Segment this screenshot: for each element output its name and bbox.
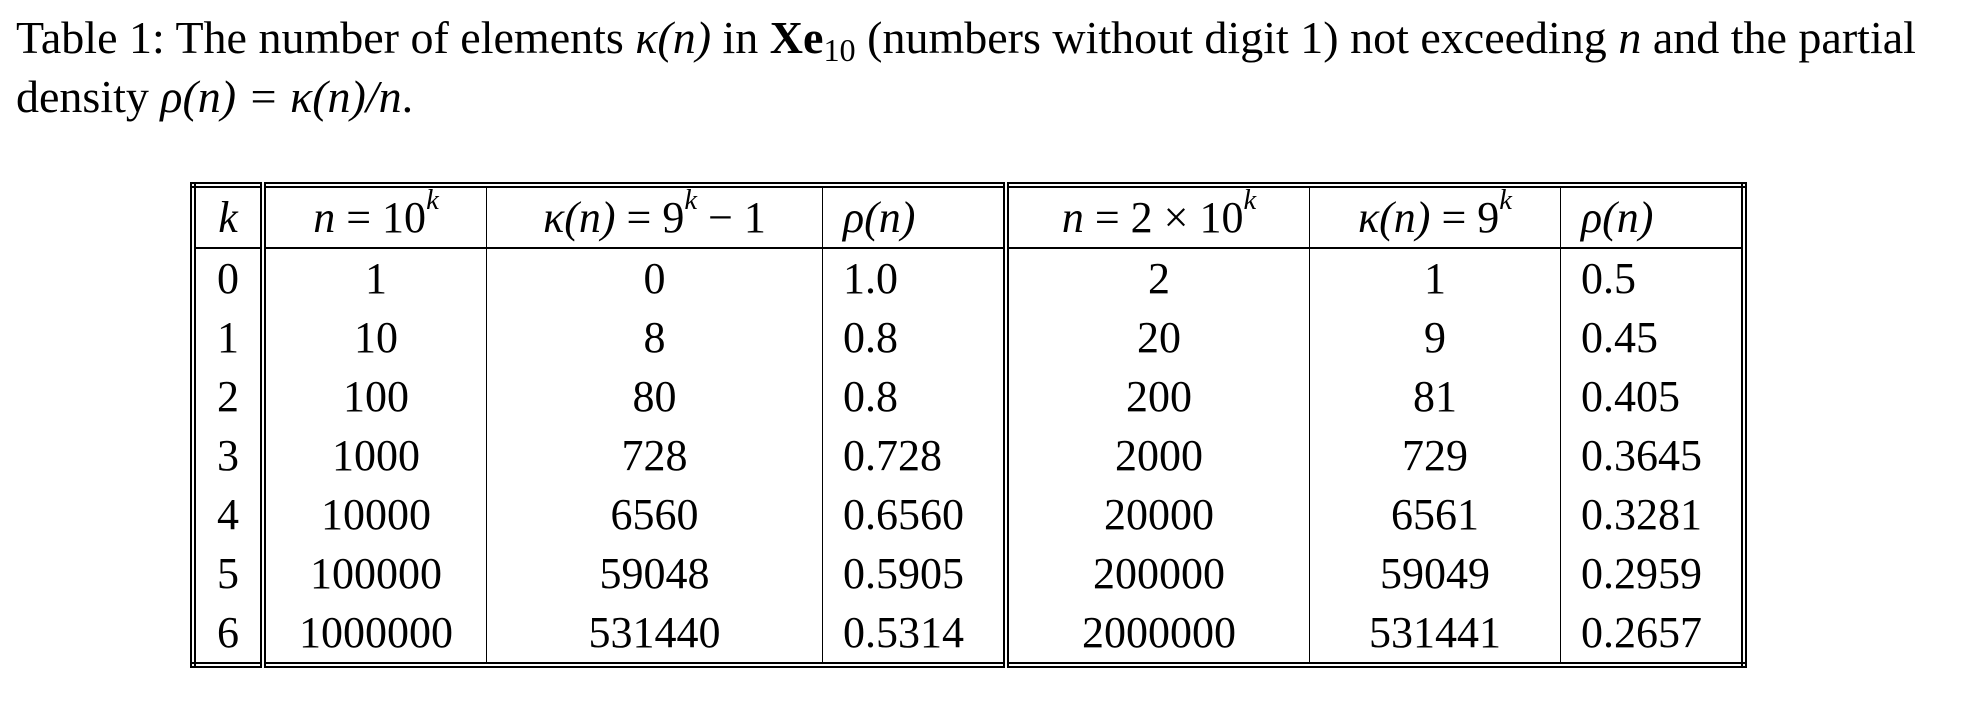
- table-cell: 0.45: [1560, 308, 1745, 367]
- header-cell: κ(n) = 9k − 1: [486, 185, 823, 249]
- table-cell: 20000: [1005, 485, 1310, 544]
- table-cell: 4: [192, 485, 266, 544]
- text-segment: k: [1243, 185, 1257, 217]
- table-cell: 0.5314: [822, 603, 1009, 665]
- table-cell: 100000: [262, 544, 487, 603]
- text-segment: κ(n): [1358, 193, 1431, 242]
- table-cell: 0.8: [822, 367, 1009, 426]
- text-segment: .: [401, 71, 414, 122]
- text-segment: ρ(n) = κ(n)/n: [160, 71, 402, 122]
- text-segment: ρ(n): [1581, 193, 1654, 242]
- table-row: 1 10 8 0.8 20 9 0.45: [192, 308, 1745, 367]
- table-cell: 0.405: [1560, 367, 1745, 426]
- text-segment: k: [218, 193, 238, 242]
- table-row: 2 100 80 0.8 200 81 0.405: [192, 367, 1745, 426]
- table-cell: 0: [192, 248, 266, 308]
- text-segment: ρ(n): [843, 193, 916, 242]
- table-cell: 1000000: [262, 603, 487, 665]
- text-segment: κ(n): [635, 12, 712, 63]
- text-segment: = 9: [1430, 193, 1500, 242]
- table-cell: 0.8: [822, 308, 1009, 367]
- table-cell: 100: [262, 367, 487, 426]
- table-cell: 81: [1309, 367, 1561, 426]
- table-cell: 5: [192, 544, 266, 603]
- table-cell: 729: [1309, 426, 1561, 485]
- table-cell: 59049: [1309, 544, 1561, 603]
- text-segment: k: [1499, 185, 1512, 217]
- table-cell: 8: [486, 308, 823, 367]
- table-cell: 2: [192, 367, 266, 426]
- table-cell: 0: [486, 248, 823, 308]
- table-cell: 80: [486, 367, 823, 426]
- text-segment: n: [1618, 12, 1642, 63]
- table-row: 5 100000 59048 0.5905 200000 59049 0.2959: [192, 544, 1745, 603]
- text-segment: Table 1: The number of elements: [16, 12, 636, 63]
- text-segment: n: [1061, 193, 1084, 242]
- table-row: 4 10000 6560 0.6560 20000 6561 0.3281: [192, 485, 1745, 544]
- text-segment: and the partial density: [16, 12, 1916, 122]
- table-cell: 200: [1005, 367, 1310, 426]
- table-cell: 531440: [486, 603, 823, 665]
- table-row: 0 1 0 1.0 2 1 0.5: [192, 248, 1745, 308]
- text-segment: k: [426, 185, 439, 217]
- text-segment: κ(n): [543, 193, 616, 242]
- table-cell: 0.728: [822, 426, 1009, 485]
- table-cell: 6560: [486, 485, 823, 544]
- table-cell: 0.5: [1560, 248, 1745, 308]
- text-segment: − 1: [697, 193, 766, 242]
- table-cell: 1: [192, 308, 266, 367]
- table-cell: 0.3281: [1560, 485, 1745, 544]
- text-segment: (numbers without digit 1) not exceeding: [855, 12, 1619, 63]
- table-row: 3 1000 728 0.728 2000 729 0.3645: [192, 426, 1745, 485]
- table-cell: 1: [262, 248, 487, 308]
- table-cell: 1.0: [822, 248, 1009, 308]
- table-cell: 2000000: [1005, 603, 1310, 665]
- text-segment: = 9: [615, 193, 685, 242]
- table-caption: Table 1: The number of elements κ(n) in …: [16, 8, 1951, 126]
- table-cell: 0.2657: [1560, 603, 1745, 665]
- text-segment: Xe: [769, 12, 824, 63]
- table-cell: 3: [192, 426, 266, 485]
- header-cell: k: [192, 185, 266, 249]
- table-cell: 200000: [1005, 544, 1310, 603]
- text-segment: = 10: [335, 193, 427, 242]
- table-cell: 1000: [262, 426, 487, 485]
- text-segment: = 2 × 10: [1083, 193, 1244, 242]
- table-cell: 0.2959: [1560, 544, 1745, 603]
- table-cell: 2: [1005, 248, 1310, 308]
- text-segment: k: [684, 185, 698, 217]
- table-cell: 10000: [262, 485, 487, 544]
- table-cell: 6: [192, 603, 266, 665]
- table-cell: 728: [486, 426, 823, 485]
- text-segment: in: [711, 12, 770, 63]
- text-segment: n: [313, 193, 336, 242]
- table-body: 0 1 0 1.0 2 1 0.5 1 10 8 0.8 20 9 0.45 2 100 80 0.8 200 81 0…: [192, 248, 1745, 665]
- table-cell: 10: [262, 308, 487, 367]
- header-cell: n = 2 × 10k: [1005, 185, 1310, 249]
- table-cell: 0.3645: [1560, 426, 1745, 485]
- header-cell: ρ(n): [1560, 185, 1745, 249]
- table-cell: 2000: [1005, 426, 1310, 485]
- table-row: 6 1000000 531440 0.5314 2000000 531441 0.2657: [192, 603, 1745, 665]
- table-cell: 0.5905: [822, 544, 1009, 603]
- header-cell: n = 10k: [262, 185, 487, 249]
- table-cell: 531441: [1309, 603, 1561, 665]
- table-cell: 6561: [1309, 485, 1561, 544]
- text-segment: 10: [823, 32, 856, 69]
- table-cell: 1: [1309, 248, 1561, 308]
- table-cell: 59048: [486, 544, 823, 603]
- table-cell: 9: [1309, 308, 1561, 367]
- table-cell: 0.6560: [822, 485, 1009, 544]
- header-cell: ρ(n): [822, 185, 1009, 249]
- table-cell: 20: [1005, 308, 1310, 367]
- header-cell: κ(n) = 9k: [1309, 185, 1561, 249]
